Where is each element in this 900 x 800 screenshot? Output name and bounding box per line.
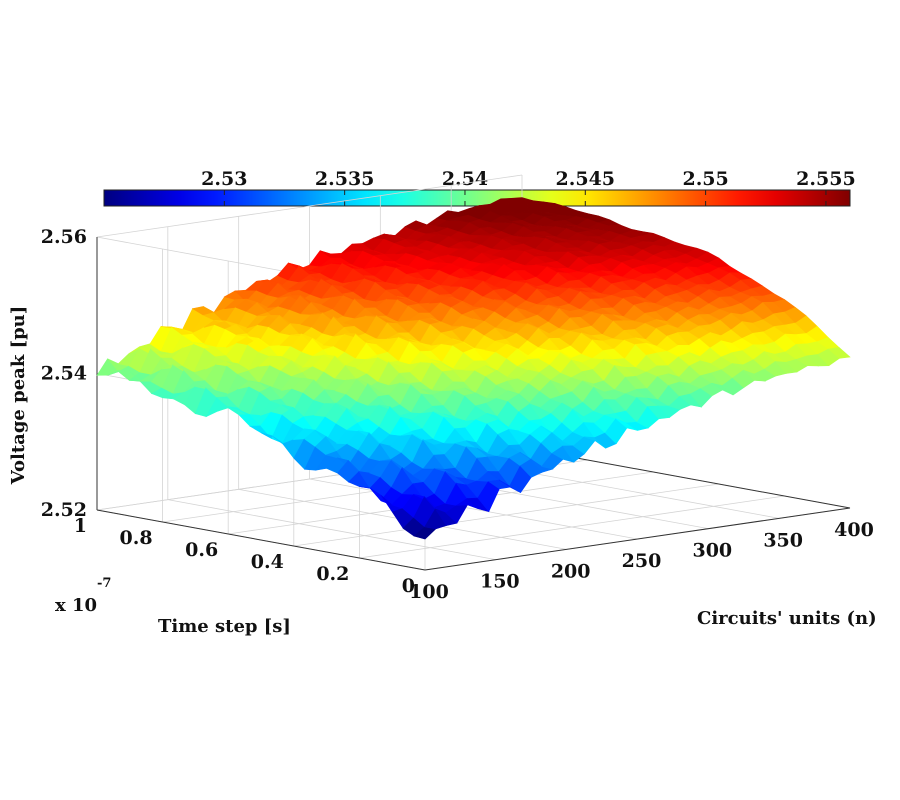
colorbar-tick-label: 2.55 — [682, 168, 728, 190]
x-tick-label: 250 — [622, 550, 662, 572]
z-axis-ticks: 2.52 2.54 2.56 — [41, 226, 87, 521]
x-tick-label: 300 — [692, 540, 732, 562]
y-tick-label: 0 — [402, 575, 415, 597]
x-axis-label: Circuits' units (n) — [697, 608, 877, 629]
z-tick-label: 2.54 — [41, 363, 87, 385]
x-tick-label: 100 — [409, 581, 449, 603]
y-tick-label: 0.4 — [251, 551, 284, 573]
colorbar-tick-label: 2.555 — [796, 168, 856, 190]
x-tick-label: 400 — [834, 519, 874, 541]
colorbar-ticks: 2.53 2.535 2.54 2.545 2.55 2.555 — [201, 168, 856, 206]
colorbar-tick-label: 2.535 — [315, 168, 375, 190]
z-axis-label: Voltage peak [pu] — [8, 306, 29, 486]
surface-plot — [96, 197, 851, 540]
floor-grid-line — [309, 478, 638, 540]
y-multiplier-base: x 10 — [55, 595, 97, 616]
x-tick-label: 150 — [480, 571, 520, 593]
z-tick-label: 2.52 — [41, 499, 87, 521]
colorbar: 2.53 2.535 2.54 2.545 2.55 2.555 — [103, 168, 856, 207]
floor-grid-line — [293, 483, 719, 547]
y-axis-ticks: 0 0.2 0.4 0.6 0.8 1 — [74, 515, 415, 597]
y-axis-multiplier: x 10 -7 — [55, 576, 111, 616]
colorbar-gradient — [103, 189, 851, 207]
floor-grid-line — [167, 499, 496, 561]
y-tick-label: 0.8 — [120, 527, 153, 549]
axis-line — [424, 507, 851, 571]
z-tick-label: 2.56 — [41, 226, 87, 248]
floor-grid-line — [359, 495, 785, 559]
x-tick-label: 200 — [551, 560, 591, 582]
colorbar-tick-label: 2.545 — [556, 168, 616, 190]
y-multiplier-exponent: -7 — [97, 576, 111, 591]
back-wall-grid-line — [96, 174, 523, 238]
axis-line — [96, 509, 426, 571]
x-axis-ticks: 100 150 200 250 300 350 400 — [409, 519, 874, 603]
colorbar-tick-label: 2.53 — [201, 168, 247, 190]
y-tick-label: 0.6 — [185, 539, 218, 561]
surface-patch — [827, 347, 851, 359]
y-tick-label: 0.2 — [316, 563, 349, 585]
x-tick-label: 350 — [763, 529, 803, 551]
colorbar-tick-label: 2.54 — [442, 168, 488, 190]
y-tick-label: 1 — [74, 515, 87, 537]
y-axis-label: Time step [s] — [158, 616, 291, 637]
